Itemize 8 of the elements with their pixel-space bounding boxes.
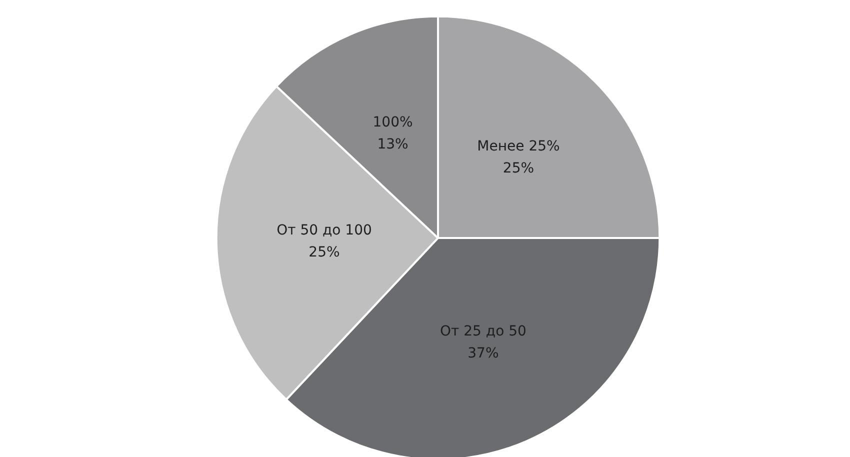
slice-label: От 25 до 50	[440, 323, 526, 340]
data-label: 25%	[308, 244, 340, 261]
data-label: 25%	[502, 160, 534, 177]
slice-label: От 50 до 100	[276, 222, 372, 239]
data-label: 37%	[468, 345, 499, 362]
data-label: 13%	[377, 136, 408, 153]
slice-label: 100%	[372, 114, 413, 131]
slice-label: Менее 25%	[477, 138, 560, 155]
